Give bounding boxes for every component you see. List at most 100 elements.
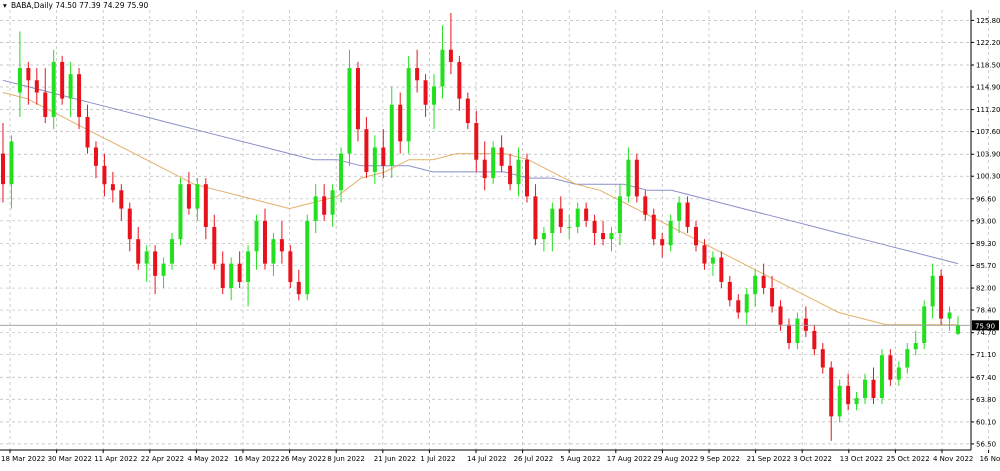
bearish-candle — [939, 269, 944, 325]
bearish-candle — [296, 269, 301, 301]
bullish-candle — [879, 349, 884, 405]
time-tick-label: 1 Jul 2022 — [420, 455, 455, 463]
bearish-candle — [474, 110, 479, 172]
bullish-candle — [347, 49, 352, 166]
bullish-candle — [567, 214, 572, 240]
bearish-candle — [508, 153, 513, 191]
bullish-candle — [406, 55, 411, 154]
time-tick-label: 21 Sep 2022 — [747, 455, 791, 463]
bearish-candle — [415, 49, 420, 93]
candle-body — [262, 220, 267, 264]
bullish-candle — [795, 312, 800, 350]
price-tick-label: 100.30 — [976, 173, 1000, 181]
candle-body — [279, 239, 284, 252]
bullish-candle — [837, 379, 842, 423]
time-tick-label: 25 Oct 2022 — [886, 455, 929, 463]
bullish-candle — [947, 306, 952, 331]
bearish-candle — [761, 263, 766, 295]
candle-body — [837, 385, 842, 417]
current-price-label: 75.90 — [975, 322, 995, 330]
candle-body — [719, 257, 724, 282]
bullish-candle — [330, 184, 335, 227]
bullish-candle — [896, 361, 901, 386]
candle-body — [609, 233, 614, 240]
bearish-candle — [153, 245, 158, 295]
bullish-candle — [710, 251, 715, 276]
candle-body — [592, 220, 597, 234]
bearish-candle — [43, 68, 48, 124]
bearish-candle — [110, 171, 115, 203]
bullish-candle — [905, 343, 910, 374]
time-tick-label: 29 Aug 2022 — [653, 455, 698, 463]
candle-body — [778, 306, 783, 325]
bearish-candle — [186, 171, 191, 215]
current-price-tag — [972, 320, 999, 331]
candle-body — [93, 147, 98, 166]
candle-body — [178, 184, 183, 240]
bearish-candle — [651, 208, 656, 246]
bearish-candle — [93, 141, 98, 179]
candle-body — [550, 208, 555, 234]
price-tick-label: 74.70 — [976, 329, 996, 337]
candle-body — [440, 49, 445, 87]
price-tick-label: 125.80 — [976, 17, 1000, 25]
candle-body — [558, 208, 563, 227]
candle-body — [617, 196, 622, 234]
candle-body — [186, 184, 191, 209]
candle-body — [372, 147, 377, 172]
bullish-candle — [626, 147, 631, 203]
price-tick-label: 85.70 — [976, 262, 996, 270]
candle-body — [254, 220, 259, 252]
candle-body — [744, 294, 749, 313]
dropdown-triangle-icon[interactable]: ▾ — [3, 1, 7, 10]
symbol-ohlc-line: BABA,Daily 74.50 77.39 74.29 75.90 — [11, 1, 149, 10]
bearish-candle — [592, 214, 597, 246]
candle-body — [465, 98, 470, 124]
bullish-candle — [863, 373, 868, 405]
bearish-candle — [237, 251, 242, 289]
grid-lines — [0, 10, 989, 450]
time-tick-label: 14 Jul 2022 — [467, 455, 507, 463]
candle-body — [575, 208, 580, 227]
candle-body — [533, 196, 538, 240]
candle-body — [491, 147, 496, 179]
candle-body — [939, 275, 944, 319]
candle-body — [406, 68, 411, 142]
bullish-candle — [17, 31, 22, 117]
candle-body — [144, 251, 149, 264]
candle-body — [339, 153, 344, 191]
bearish-candle — [727, 275, 732, 307]
candle-body — [871, 379, 876, 399]
bearish-candle — [127, 202, 132, 252]
bearish-candle — [770, 275, 775, 313]
candle-body — [812, 330, 817, 350]
candle-body — [68, 74, 73, 99]
price-tick-label: 103.90 — [976, 151, 1000, 159]
bullish-candle — [516, 147, 521, 197]
candle-body — [457, 61, 462, 99]
moving-averages — [2, 79, 959, 326]
time-tick-label: 26 May 2022 — [281, 455, 327, 463]
candle-body — [685, 202, 690, 227]
candle-body — [212, 226, 217, 264]
bearish-candle — [465, 92, 470, 130]
bearish-candle — [136, 226, 141, 270]
candle-body — [51, 61, 56, 117]
bearish-candle — [85, 104, 90, 154]
time-tick-label: 9 Sep 2022 — [700, 455, 740, 463]
time-tick-label: 3 Oct 2022 — [793, 455, 832, 463]
bullish-candle — [389, 86, 394, 179]
price-tick-label: 78.40 — [976, 307, 996, 315]
candle-body — [364, 129, 369, 172]
candle-body — [677, 202, 682, 221]
time-tick-label: 5 Aug 2022 — [560, 455, 600, 463]
bullish-candle — [161, 257, 166, 289]
candle-body — [432, 86, 437, 105]
candle-body — [888, 355, 893, 380]
bullish-candle — [229, 257, 234, 301]
bearish-candle — [812, 324, 817, 356]
price-tick-label: 71.10 — [976, 351, 996, 359]
candle-body — [643, 196, 648, 215]
bearish-candle — [820, 343, 825, 374]
